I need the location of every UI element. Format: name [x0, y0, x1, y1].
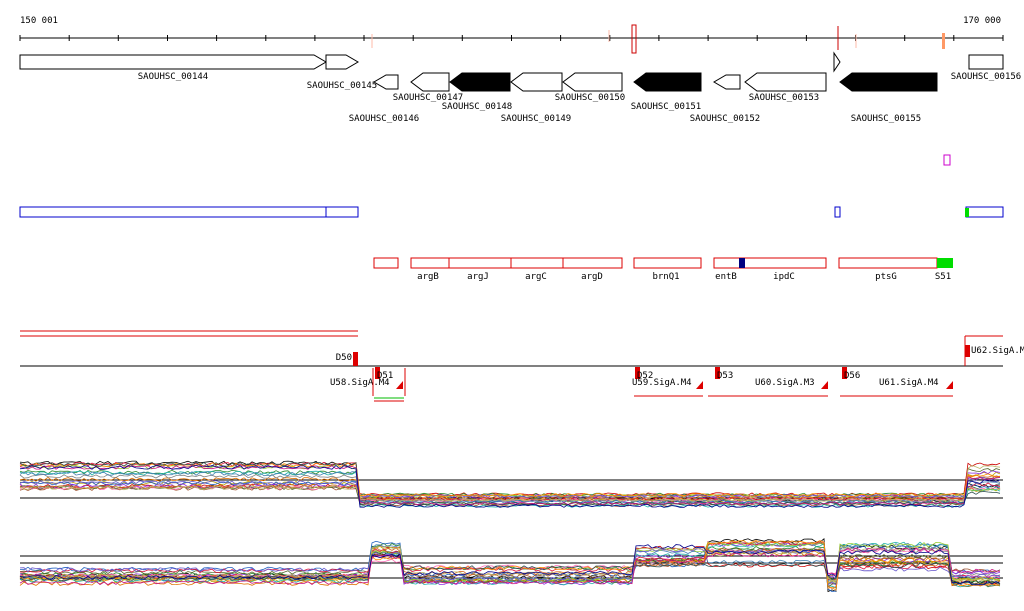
annotation-box[interactable] — [448, 257, 512, 269]
annotation-label: S51 — [935, 272, 951, 282]
gene-label: SAOUHSC_00147 — [393, 93, 463, 103]
gene-arrow[interactable] — [713, 74, 741, 90]
region-box[interactable] — [965, 206, 1004, 218]
expression-profile-line — [19, 547, 1001, 586]
segment-label: U59.SigA.M4 — [632, 378, 692, 388]
segment-label: U58.SigA.M4 — [330, 378, 390, 388]
gene-label: SAOUHSC_00155 — [851, 114, 921, 124]
annotation-box[interactable] — [713, 257, 827, 269]
expression-profiles — [19, 538, 1001, 593]
segment-mark[interactable] — [635, 367, 640, 379]
expression-panel-top — [19, 460, 1003, 508]
expression-profile-line — [19, 476, 1001, 498]
segment-label: D56 — [844, 371, 860, 381]
gene-label: SAOUHSC_00150 — [555, 93, 625, 103]
expression-profile-line — [19, 464, 1001, 498]
expression-profile-line — [19, 464, 1001, 502]
annotation-label: argB — [417, 272, 439, 282]
segmentation-track: D50 D51 D52 D53 D56 U62.SigA.M U58.SigA.… — [20, 330, 1024, 402]
annotation-label: argC — [525, 272, 547, 282]
coordinate-ruler: 150 001 170 000 — [19, 16, 1004, 54]
annotation-box[interactable] — [937, 258, 953, 268]
region-track-blue — [19, 206, 1004, 218]
gene-arrow[interactable] — [19, 54, 327, 70]
expression-profile-line — [19, 464, 1001, 508]
gene-arrow[interactable] — [744, 72, 827, 92]
annotation-box[interactable] — [562, 257, 623, 269]
annotation-box[interactable] — [838, 257, 938, 269]
gene-label: SAOUHSC_00152 — [690, 114, 760, 124]
ruler-end-label: 170 000 — [963, 16, 1001, 26]
gene-label: SAOUHSC_00156 — [951, 72, 1021, 82]
gene-arrow[interactable] — [325, 54, 359, 70]
annotation-label: entB — [715, 272, 737, 282]
gene-arrow[interactable] — [510, 72, 563, 92]
segment-label: U61.SigA.M4 — [879, 378, 939, 388]
segment-label: D51 — [377, 371, 393, 381]
annotation-box[interactable] — [510, 257, 564, 269]
gene-label: SAOUHSC_00144 — [138, 72, 208, 82]
expression-panel-bottom — [19, 538, 1003, 593]
ruler-marker — [631, 24, 637, 54]
expression-profile-line — [19, 544, 1001, 586]
gene-track-minus: SAOUHSC_00146 SAOUHSC_00147 SAOUHSC_0014… — [349, 72, 938, 124]
gene-arrow[interactable] — [449, 72, 511, 92]
segment-label: D53 — [717, 371, 733, 381]
gene-label: SAOUHSC_00148 — [442, 102, 512, 112]
expression-profile-line — [19, 464, 1001, 506]
annotation-label: argJ — [467, 272, 489, 282]
segment-flag — [946, 381, 953, 389]
segment-mark[interactable] — [842, 367, 847, 379]
gene-label: SAOUHSC_00146 — [349, 114, 419, 124]
segment-mark[interactable] — [965, 345, 970, 357]
gene-arrow[interactable] — [839, 72, 938, 92]
annotation-label: brnQ1 — [652, 272, 679, 282]
annotation-box[interactable] — [633, 257, 702, 269]
segment-mark[interactable] — [375, 367, 380, 379]
annotation-label: ptsG — [875, 272, 897, 282]
gene-label: SAOUHSC_00151 — [631, 102, 701, 112]
region-box[interactable] — [834, 206, 841, 218]
expression-profiles — [19, 460, 1001, 508]
gene-arrow[interactable] — [410, 72, 450, 92]
segment-label: U62.SigA.M — [971, 346, 1024, 356]
gene-label: SAOUHSC_00149 — [501, 114, 571, 124]
gene-label: SAOUHSC_00153 — [749, 93, 819, 103]
ruler-start-label: 150 001 — [20, 16, 58, 26]
annotation-box — [739, 258, 745, 268]
gene-label: SAOUHSC_00145 — [307, 81, 377, 91]
segment-label: U60.SigA.M3 — [755, 378, 815, 388]
region-box — [965, 208, 969, 217]
gene-arrow[interactable] — [562, 72, 623, 92]
annotation-box[interactable] — [410, 257, 450, 269]
expression-profile-line — [19, 461, 1001, 502]
ruler-ticks — [19, 35, 1004, 41]
segment-flag — [696, 381, 703, 389]
gene-arrow[interactable] — [373, 74, 399, 90]
annotation-label: ipdC — [773, 272, 795, 282]
annotation-label: argD — [581, 272, 603, 282]
segment-mark[interactable] — [353, 352, 358, 366]
segment-label: D50 — [336, 353, 352, 363]
gene-arrow[interactable] — [833, 51, 841, 73]
segment-label: D52 — [637, 371, 653, 381]
region-box[interactable] — [19, 206, 327, 218]
segment-mark[interactable] — [715, 367, 720, 379]
segment-flag — [821, 381, 828, 389]
gene-arrow[interactable] — [968, 54, 1004, 70]
gene-arrow[interactable] — [633, 72, 702, 92]
gene-track-plus: SAOUHSC_00144 SAOUHSC_00145 SAOUHSC_0015… — [19, 51, 1021, 91]
region-box[interactable] — [325, 206, 359, 218]
feature-mark[interactable] — [943, 154, 951, 166]
segment-bracket — [372, 368, 406, 396]
annotation-track: argB argJ argC argD brnQ1 entB ipdC ptsG… — [373, 257, 953, 282]
annotation-box[interactable] — [373, 257, 399, 269]
segment-flag — [396, 381, 403, 389]
ruler-marker — [942, 33, 945, 49]
